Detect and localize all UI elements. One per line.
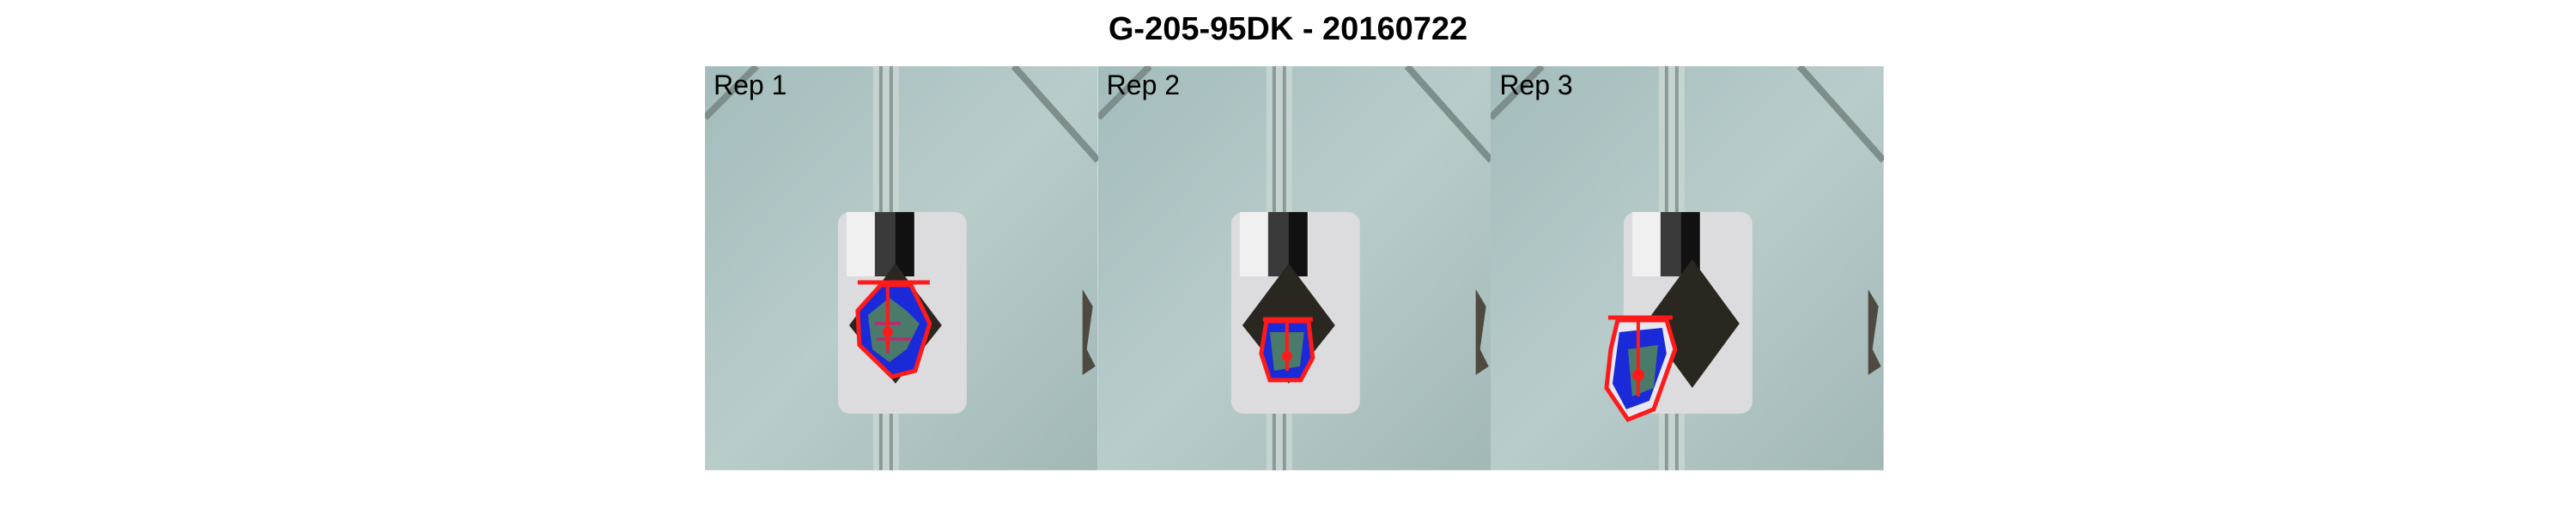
rep-label: Rep 1	[714, 70, 787, 100]
plant-photo-rep-3	[1491, 66, 1884, 470]
rep-label: Rep 3	[1499, 70, 1573, 100]
rep-label: Rep 2	[1106, 70, 1181, 100]
panel-rep-1: Rep 1	[705, 66, 1098, 470]
panel-rep-2: Rep 2	[1097, 66, 1492, 470]
plant-photo-rep-1	[705, 66, 1098, 470]
panel-rep-3: Rep 3	[1491, 66, 1884, 470]
figure-title: G-205-95DK - 20160722	[1108, 11, 1468, 47]
plant-photo-rep-2	[1097, 66, 1492, 470]
image-panels: Rep 1	[705, 66, 1884, 470]
